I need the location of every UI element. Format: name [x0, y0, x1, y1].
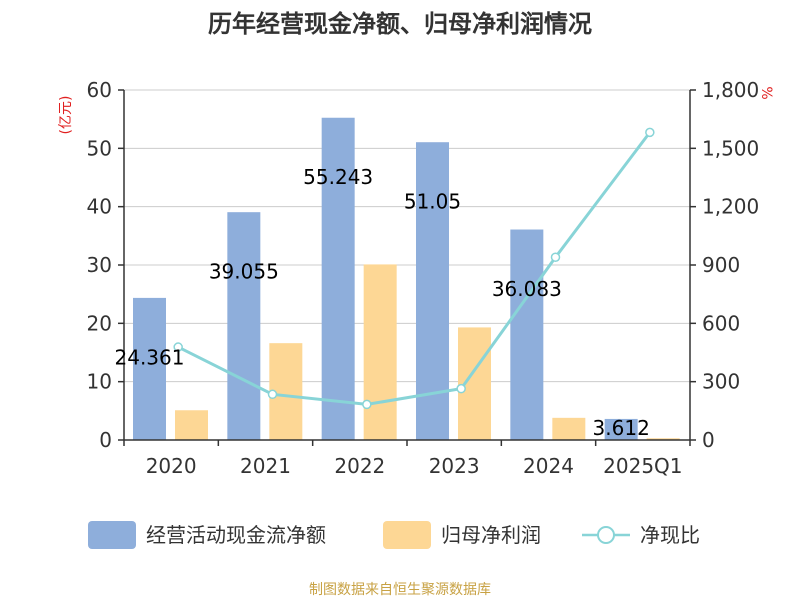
left-tick-label: 30 [87, 253, 112, 277]
left-axis-unit: (亿元) [58, 96, 74, 135]
legend-net-profit-swatch [383, 521, 431, 549]
x-tick-label: 2024 [523, 454, 574, 478]
right-tick-label: 1,800 [702, 78, 759, 102]
data-label: 3.612 [593, 416, 650, 440]
right-tick-label: 1,500 [702, 136, 759, 160]
x-tick-label: 2023 [429, 454, 480, 478]
right-axis-unit: % [758, 86, 774, 99]
legend-ratio-label: 净现比 [640, 523, 700, 547]
data-label: 36.083 [492, 277, 562, 301]
ratio-point [550, 252, 561, 262]
right-tick-label: 1,200 [702, 195, 759, 219]
axes: 010203040506003006009001,2001,5001,80020… [87, 78, 760, 478]
left-tick-label: 0 [99, 428, 112, 452]
ratio-point [456, 383, 466, 394]
bar-cashflow [604, 418, 638, 440]
legend-cashflow-swatch [88, 521, 136, 549]
x-tick-label: 2022 [334, 454, 385, 478]
ratio-point [362, 399, 372, 410]
ratio-line-path [177, 131, 652, 406]
ratio-point [645, 127, 655, 138]
right-tick-label: 0 [702, 428, 715, 452]
bar-net-profit [175, 410, 208, 440]
legend-cashflow-label: 经营活动现金流净额 [146, 523, 326, 547]
left-tick-label: 10 [87, 370, 112, 394]
grid [124, 89, 690, 383]
right-tick-label: 900 [702, 253, 740, 277]
ratio-point [173, 342, 183, 352]
x-tick-label: 2025Q1 [603, 454, 682, 478]
data-label: 39.055 [209, 260, 279, 284]
ratio-point [267, 389, 278, 400]
bar-net-profit [363, 264, 397, 440]
bar-cashflow [227, 212, 261, 440]
right-tick-label: 600 [702, 311, 740, 335]
data-labels: 24.361 39.055 55.243 51.05 36.083 3.612 [115, 165, 650, 440]
data-label: 55.243 [303, 165, 373, 189]
source-note: 制图数据来自恒生聚源数据库 [309, 582, 491, 598]
right-tick-label: 300 [702, 370, 740, 394]
legend-net-profit-label: 归母净利润 [441, 523, 541, 547]
bar-net-profit [646, 438, 680, 440]
x-tick-label: 2020 [146, 454, 197, 478]
legend: 经营活动现金流净额 归母净利润 净现比 [88, 521, 700, 549]
data-label: 51.05 [404, 190, 461, 214]
ratio-line [173, 127, 655, 410]
bar-net-profit [552, 417, 586, 440]
legend-ratio-swatch-point [597, 526, 615, 544]
bars [133, 117, 680, 441]
chart-title: 历年经营现金净额、归母净利润情况 [208, 10, 592, 38]
data-label: 24.361 [115, 345, 185, 369]
left-tick-label: 50 [87, 136, 112, 160]
bar-cashflow [321, 117, 355, 440]
bar-cashflow [510, 229, 544, 440]
bar-cashflow [133, 297, 166, 440]
left-tick-label: 40 [87, 195, 112, 219]
left-tick-label: 60 [87, 78, 112, 102]
left-tick-label: 20 [87, 311, 112, 335]
x-tick-label: 2021 [240, 454, 291, 478]
